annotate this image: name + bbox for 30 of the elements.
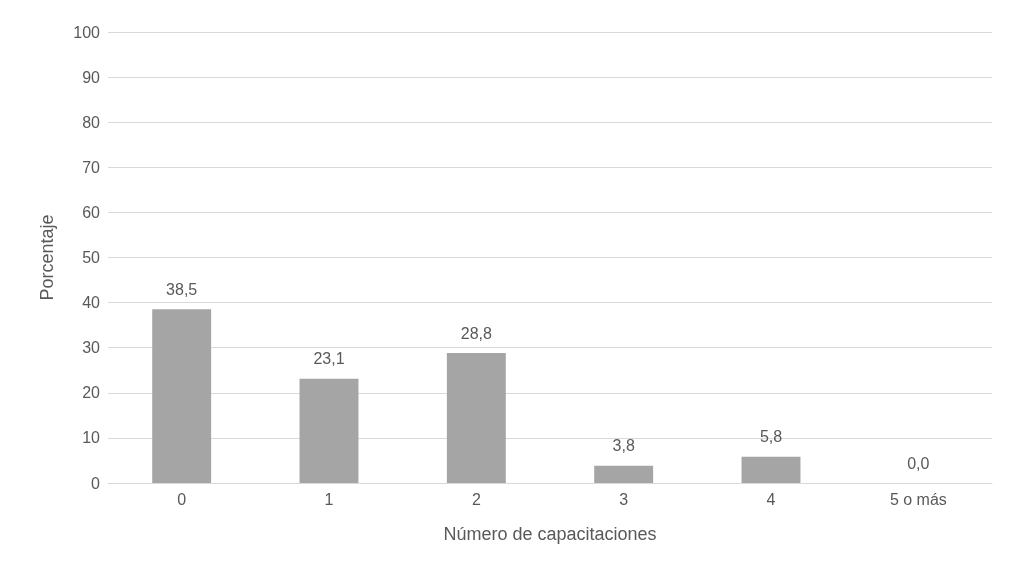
y-tick-label: 10 bbox=[82, 429, 101, 447]
data-label: 38,5 bbox=[166, 280, 198, 298]
data-label: 0,0 bbox=[907, 454, 930, 472]
y-tick-label: 70 bbox=[82, 158, 101, 176]
bar bbox=[741, 456, 801, 483]
x-tick-label: 4 bbox=[766, 490, 776, 508]
y-axis-title: Porcentaje bbox=[37, 214, 57, 301]
y-tick-label: 50 bbox=[82, 249, 101, 266]
data-label: 3,8 bbox=[612, 437, 635, 455]
x-tick-label: 0 bbox=[177, 490, 187, 508]
x-tick-label: 5 o más bbox=[889, 490, 947, 508]
x-tick-label: 1 bbox=[324, 490, 334, 508]
data-label: 28,8 bbox=[460, 324, 493, 342]
y-tick-label: 20 bbox=[82, 384, 101, 402]
y-tick-label: 0 bbox=[91, 474, 101, 492]
y-tick-label: 40 bbox=[82, 294, 101, 312]
x-axis-title: Número de capacitaciones bbox=[443, 524, 657, 544]
y-tick-label: 60 bbox=[82, 203, 101, 221]
x-tick-label: 3 bbox=[619, 490, 629, 508]
bar bbox=[152, 309, 212, 483]
data-label: 23,1 bbox=[313, 350, 345, 368]
y-tick-label: 100 bbox=[73, 23, 101, 41]
x-tick-label: 2 bbox=[471, 490, 481, 508]
y-tick-label: 80 bbox=[82, 113, 101, 131]
y-tick-label: 30 bbox=[82, 339, 101, 357]
bar bbox=[299, 378, 359, 483]
bar bbox=[446, 353, 506, 483]
data-label: 5,8 bbox=[759, 428, 783, 446]
y-tick-label: 90 bbox=[82, 68, 101, 86]
bar bbox=[594, 465, 654, 483]
